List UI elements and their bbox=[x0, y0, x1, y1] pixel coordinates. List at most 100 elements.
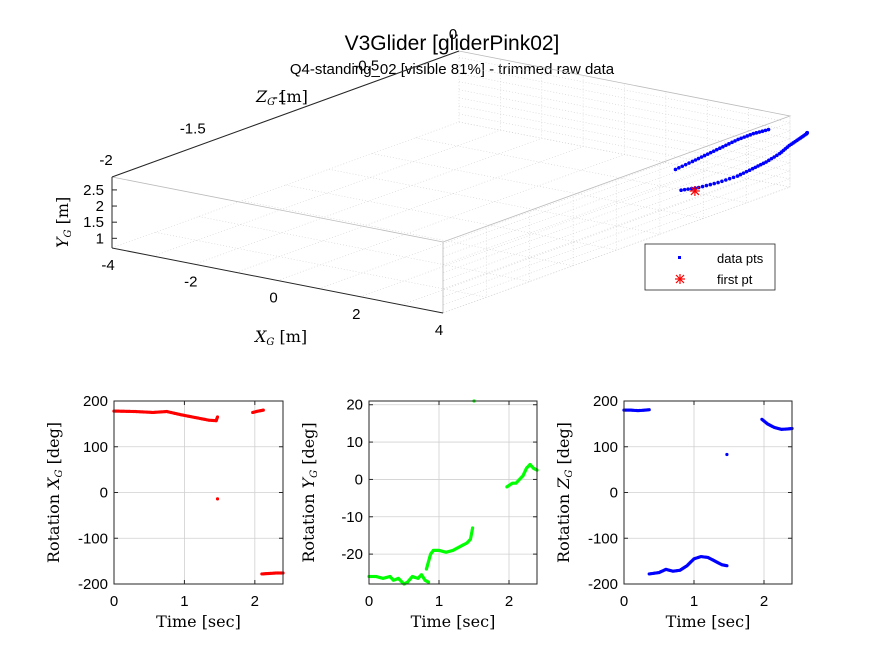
z-axis-label: ZG [m] bbox=[255, 87, 308, 108]
z-tick-label: 0 bbox=[449, 26, 457, 43]
y-axis-label: Rotation YG [deg] bbox=[299, 422, 320, 562]
box-top bbox=[111, 50, 792, 243]
data-point bbox=[673, 167, 678, 172]
data-point bbox=[724, 143, 728, 148]
x-tick-label: 0 bbox=[110, 593, 118, 610]
data-point bbox=[689, 186, 694, 191]
x-tick-label: 1 bbox=[690, 593, 698, 610]
legend-box bbox=[644, 243, 776, 291]
data-point bbox=[471, 526, 475, 530]
data-point bbox=[761, 161, 766, 166]
data-point bbox=[754, 131, 759, 135]
grid-line-y bbox=[442, 57, 792, 249]
data-point bbox=[744, 169, 749, 174]
y-tick-label: -100 bbox=[588, 530, 618, 547]
y-tick-label: 2 bbox=[96, 198, 104, 215]
y-tick-label: -200 bbox=[588, 576, 618, 593]
data-point bbox=[764, 160, 768, 164]
data-point bbox=[730, 140, 734, 145]
data-point bbox=[680, 164, 685, 169]
data-point bbox=[683, 162, 688, 167]
x-tick-label: 4 bbox=[435, 322, 443, 339]
x-tick-label: 0 bbox=[269, 290, 277, 307]
x-axis-label: Time [sec] bbox=[666, 612, 751, 631]
data-point bbox=[748, 133, 753, 137]
tick-labels: 0 1 2 -200 -100 0 100 200 bbox=[588, 393, 768, 610]
y-axis-label: Rotation ZG [deg] bbox=[554, 422, 575, 563]
data-point bbox=[741, 171, 746, 175]
first-pt-marker bbox=[689, 185, 700, 196]
y-tick-label: 0 bbox=[610, 485, 618, 502]
y-tick-label: 0 bbox=[100, 485, 108, 502]
data-point bbox=[696, 156, 701, 161]
axes-frame bbox=[368, 400, 538, 585]
data-point bbox=[714, 147, 719, 152]
data-point bbox=[704, 183, 709, 188]
data-point bbox=[766, 127, 771, 132]
grid-line-x bbox=[194, 67, 543, 265]
tick-labels: 0 1 2 -200 -100 0 100 200 bbox=[78, 393, 259, 610]
x-tick-label: 0 bbox=[620, 593, 628, 610]
x-axis-label: XG [m] bbox=[253, 327, 307, 348]
grid bbox=[113, 400, 283, 585]
axes-3d bbox=[111, 50, 460, 314]
plot-rotation-y: 0 1 2 -20 -10 0 10 20 Time [sec] Rotation YG [deg… bbox=[299, 397, 539, 631]
grid-line-z bbox=[458, 116, 791, 188]
data-point bbox=[721, 144, 725, 149]
data-point bbox=[215, 497, 220, 501]
x-tick-label: 1 bbox=[435, 593, 443, 610]
series-first-pt bbox=[689, 185, 700, 196]
data-point bbox=[724, 178, 728, 182]
data-point bbox=[708, 150, 713, 155]
y-tick-label: 100 bbox=[593, 439, 618, 456]
data-point bbox=[705, 152, 710, 156]
grid-line-z bbox=[242, 194, 574, 267]
legend-first-pt-label: first pt bbox=[717, 272, 753, 287]
data-point bbox=[769, 156, 774, 161]
x-axis-label: Time [sec] bbox=[156, 612, 241, 631]
y-tick-label: 0 bbox=[355, 471, 363, 488]
data-point bbox=[775, 153, 779, 158]
legend-data-pts-label: data pts bbox=[717, 251, 764, 266]
data-point bbox=[686, 187, 690, 191]
data-series bbox=[622, 408, 794, 576]
data-point bbox=[687, 161, 691, 165]
data-point bbox=[745, 134, 750, 138]
x-tick-label: -2 bbox=[184, 273, 197, 290]
y-tick-label: 200 bbox=[83, 393, 108, 410]
grid-line-z bbox=[328, 163, 661, 235]
data-point bbox=[805, 130, 810, 135]
grid bbox=[368, 401, 537, 584]
y-tick-label: 10 bbox=[346, 434, 363, 451]
x-axis-label: Time [sec] bbox=[411, 612, 496, 631]
data-point bbox=[718, 146, 722, 151]
y-tick-label: -100 bbox=[78, 530, 108, 547]
data-point bbox=[747, 168, 752, 172]
grid-line-z bbox=[285, 179, 617, 251]
plot-rotation-x: 0 1 2 -200 -100 0 100 200 Time [sec] Rotation XG … bbox=[44, 393, 285, 631]
data-point bbox=[215, 415, 220, 419]
data-point bbox=[736, 137, 740, 142]
ticks bbox=[623, 400, 792, 585]
data-point bbox=[261, 408, 265, 412]
data-point bbox=[758, 162, 763, 167]
y-tick-label: 20 bbox=[346, 397, 363, 414]
grid-line-z bbox=[372, 147, 704, 219]
x-tick-label: 2 bbox=[352, 306, 360, 323]
z-tick-label: -1 bbox=[273, 89, 286, 106]
y-tick-label: 1.5 bbox=[83, 214, 104, 231]
data-point bbox=[772, 155, 776, 159]
data-point bbox=[708, 182, 713, 187]
data-series bbox=[112, 408, 285, 576]
x-tick-label: -4 bbox=[101, 257, 114, 274]
data-point bbox=[727, 176, 732, 181]
y-tick-label: -20 bbox=[341, 546, 363, 563]
data-point bbox=[750, 166, 755, 171]
data-point bbox=[742, 135, 746, 139]
grid-line-x bbox=[277, 83, 625, 281]
grid-line-x bbox=[153, 59, 501, 257]
data-point bbox=[738, 172, 743, 177]
data-point bbox=[767, 158, 771, 163]
